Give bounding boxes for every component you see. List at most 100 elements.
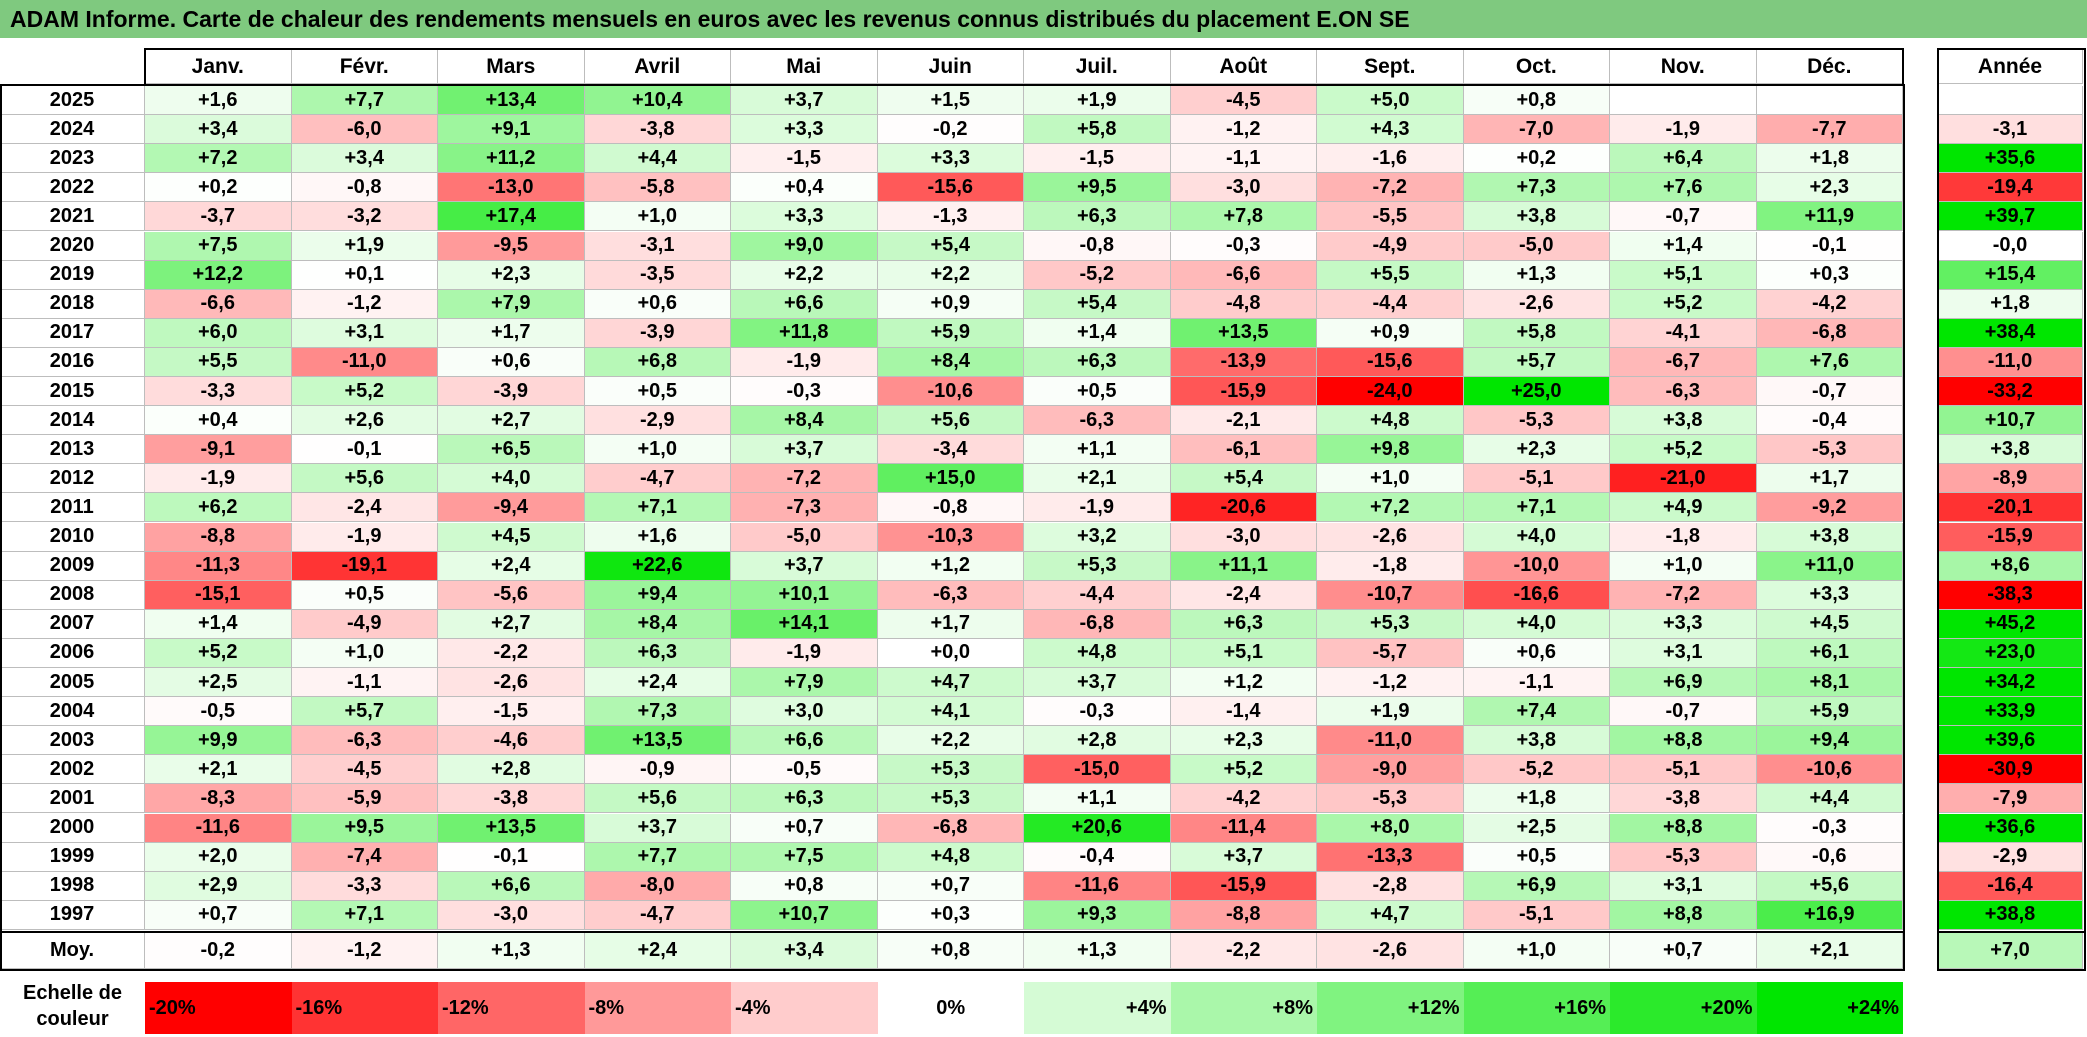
heatmap-cell: -11,3 — [145, 551, 292, 581]
heatmap-cell: +5,3 — [1317, 609, 1464, 639]
heatmap-cell: -3,1 — [584, 231, 731, 261]
heatmap-cell: +5,6 — [877, 406, 1024, 436]
heatmap-cell: +6,6 — [731, 289, 878, 319]
heatmap-cell: -9,5 — [438, 231, 585, 261]
heatmap-cell: +6,6 — [731, 726, 878, 756]
heatmap-cell: +1,8 — [1463, 784, 1610, 814]
heatmap-cell: -1,9 — [1024, 493, 1171, 523]
heatmap-cell: +3,3 — [1756, 580, 1903, 610]
heatmap-cell: +6,3 — [1024, 202, 1171, 232]
heatmap-cell: -15,6 — [877, 173, 1024, 203]
heatmap-cell: -1,3 — [877, 202, 1024, 232]
heatmap-cell: -0,8 — [291, 173, 438, 203]
heatmap-cell: +7,7 — [291, 86, 438, 116]
heatmap-cell: +4,5 — [1756, 609, 1903, 639]
year-label: 2023 — [0, 144, 145, 174]
heatmap-cell: -6,1 — [1170, 435, 1317, 465]
heatmap-cell: -11,4 — [1170, 813, 1317, 843]
heatmap-cell: -4,4 — [1317, 289, 1464, 319]
annual-cell: +39,7 — [1938, 202, 2083, 232]
heatmap-cell: +3,7 — [731, 86, 878, 116]
heatmap-cell: +5,0 — [1317, 86, 1464, 116]
heatmap-cell: +3,7 — [1024, 668, 1171, 698]
heatmap-cell: +11,9 — [1756, 202, 1903, 232]
heatmap-cell: +3,0 — [731, 697, 878, 727]
heatmap-cell: -0,7 — [1756, 377, 1903, 407]
heatmap-cell: -1,9 — [731, 638, 878, 668]
heatmap-cell: +5,2 — [145, 638, 292, 668]
heatmap-cell: -1,9 — [145, 464, 292, 494]
year-label: 2012 — [0, 464, 145, 494]
heatmap-cell: +2,2 — [877, 260, 1024, 290]
heatmap-cell: +5,8 — [1024, 115, 1171, 145]
color-scale-step: +16% — [1463, 982, 1610, 1034]
heatmap-cell: +11,1 — [1170, 551, 1317, 581]
heatmap-cell: +4,7 — [1317, 900, 1464, 930]
heatmap-cell: +13,5 — [438, 813, 585, 843]
heatmap-cell: -21,0 — [1610, 464, 1757, 494]
heatmap-cell: +7,3 — [1463, 173, 1610, 203]
heatmap-cell: +2,2 — [731, 260, 878, 290]
annual-cell: +23,0 — [1938, 638, 2083, 668]
heatmap-cell: -0,3 — [1024, 697, 1171, 727]
heatmap-cell: -16,6 — [1463, 580, 1610, 610]
heatmap-cell: +5,7 — [291, 697, 438, 727]
heatmap-cell: -5,3 — [1463, 406, 1610, 436]
heatmap-cell: -6,3 — [291, 726, 438, 756]
heatmap-cell: -3,2 — [291, 202, 438, 232]
heatmap-cell: -2,1 — [1170, 406, 1317, 436]
heatmap-cell: +0,6 — [438, 347, 585, 377]
heatmap-cell: -1,2 — [291, 289, 438, 319]
average-cell: -1,2 — [291, 932, 438, 969]
annual-cell: +38,8 — [1938, 900, 2083, 930]
heatmap-cell: +2,3 — [438, 260, 585, 290]
color-scale-step: +20% — [1610, 982, 1757, 1034]
heatmap-cell: -1,8 — [1610, 522, 1757, 552]
heatmap-cell: +4,1 — [877, 697, 1024, 727]
heatmap-cell: -6,8 — [1756, 318, 1903, 348]
heatmap-cell: +2,5 — [1463, 813, 1610, 843]
heatmap-cell: -1,9 — [291, 522, 438, 552]
heatmap-cell: -13,0 — [438, 173, 585, 203]
heatmap-cell: -6,3 — [1610, 377, 1757, 407]
heatmap-cell: +5,6 — [1756, 871, 1903, 901]
heatmap-cell: -9,2 — [1756, 493, 1903, 523]
heatmap-cell: -5,1 — [1463, 464, 1610, 494]
heatmap-cell: +2,4 — [584, 668, 731, 698]
heatmap-cell: +11,2 — [438, 144, 585, 174]
column-header: Sept. — [1317, 50, 1464, 84]
year-label: 1999 — [0, 842, 145, 872]
year-label: 2013 — [0, 435, 145, 465]
annual-cell: +15,4 — [1938, 260, 2083, 290]
heatmap-cell: -3,7 — [145, 202, 292, 232]
average-cell: -2,2 — [1170, 932, 1317, 969]
heatmap-cell: +2,3 — [1463, 435, 1610, 465]
heatmap-cell: +6,0 — [145, 318, 292, 348]
heatmap-cell: -1,9 — [731, 347, 878, 377]
heatmap-cell: -0,6 — [1756, 842, 1903, 872]
heatmap-cell: +0,5 — [1463, 842, 1610, 872]
heatmap-cell: +5,6 — [584, 784, 731, 814]
heatmap-cell: +0,5 — [584, 377, 731, 407]
color-scale-label: Echelle de couleur — [23, 982, 122, 1030]
color-scale-step: 0% — [877, 982, 1024, 1034]
heatmap-cell: -3,9 — [438, 377, 585, 407]
heatmap-cell: +16,9 — [1756, 900, 1903, 930]
year-label: 2000 — [0, 813, 145, 843]
heatmap-cell: +5,9 — [877, 318, 1024, 348]
heatmap-cell: +3,8 — [1756, 522, 1903, 552]
heatmap-cell: -8,8 — [1170, 900, 1317, 930]
heatmap-cell: +6,9 — [1463, 871, 1610, 901]
annual-cell: -19,4 — [1938, 173, 2083, 203]
heatmap-cell: +1,0 — [1317, 464, 1464, 494]
heatmap-cell: +9,4 — [1756, 726, 1903, 756]
annual-cell: +1,8 — [1938, 289, 2083, 319]
annual-cell: -38,3 — [1938, 580, 2083, 610]
heatmap-cell: -1,4 — [1170, 697, 1317, 727]
heatmap-cell: +0,7 — [145, 900, 292, 930]
heatmap-cell: -13,9 — [1170, 347, 1317, 377]
heatmap-cell: -10,6 — [1756, 755, 1903, 785]
heatmap-cell: +13,4 — [438, 86, 585, 116]
heatmap-cell: -3,8 — [438, 784, 585, 814]
heatmap-cell: +17,4 — [438, 202, 585, 232]
